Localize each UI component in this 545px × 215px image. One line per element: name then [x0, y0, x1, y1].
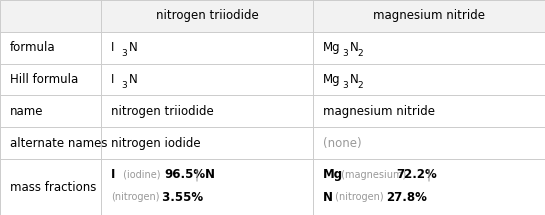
Text: magnesium nitride: magnesium nitride [373, 9, 485, 22]
Text: |: | [195, 168, 198, 181]
Text: (nitrogen): (nitrogen) [332, 192, 387, 202]
Text: N: N [350, 41, 359, 54]
Bar [101, 0, 313, 32]
Text: formula: formula [10, 41, 56, 54]
Text: 72.2%: 72.2% [397, 168, 437, 181]
Text: Mg: Mg [323, 168, 343, 181]
Text: 2: 2 [358, 49, 363, 58]
Text: Hill formula: Hill formula [10, 73, 78, 86]
Bar [313, 0, 545, 32]
Text: |: | [427, 168, 431, 181]
Text: 3: 3 [342, 49, 348, 58]
Text: (nitrogen): (nitrogen) [111, 192, 159, 202]
Text: (iodine): (iodine) [119, 170, 164, 180]
Text: N: N [204, 168, 214, 181]
Text: N: N [129, 41, 137, 54]
Text: nitrogen iodide: nitrogen iodide [111, 137, 200, 150]
Bar [0, 0, 101, 32]
Text: mass fractions: mass fractions [10, 181, 96, 194]
Text: nitrogen triiodide: nitrogen triiodide [156, 9, 258, 22]
Text: Mg: Mg [323, 41, 341, 54]
Text: Mg: Mg [323, 73, 341, 86]
Text: (magnesium): (magnesium) [338, 170, 410, 180]
Text: magnesium nitride: magnesium nitride [323, 105, 435, 118]
Text: alternate names: alternate names [10, 137, 107, 150]
Text: (none): (none) [323, 137, 362, 150]
Text: 3: 3 [122, 81, 128, 90]
Text: 3: 3 [342, 81, 348, 90]
Text: I: I [111, 168, 115, 181]
Text: 96.5%: 96.5% [165, 168, 205, 181]
Text: nitrogen triiodide: nitrogen triiodide [111, 105, 214, 118]
Text: I: I [111, 41, 114, 54]
Text: 27.8%: 27.8% [386, 191, 427, 204]
Text: N: N [129, 73, 137, 86]
Text: I: I [111, 73, 114, 86]
Text: N: N [350, 73, 359, 86]
Text: 3.55%: 3.55% [158, 191, 203, 204]
Text: 3: 3 [122, 49, 128, 58]
Text: 2: 2 [358, 81, 363, 90]
Text: name: name [10, 105, 43, 118]
Text: N: N [323, 191, 333, 204]
